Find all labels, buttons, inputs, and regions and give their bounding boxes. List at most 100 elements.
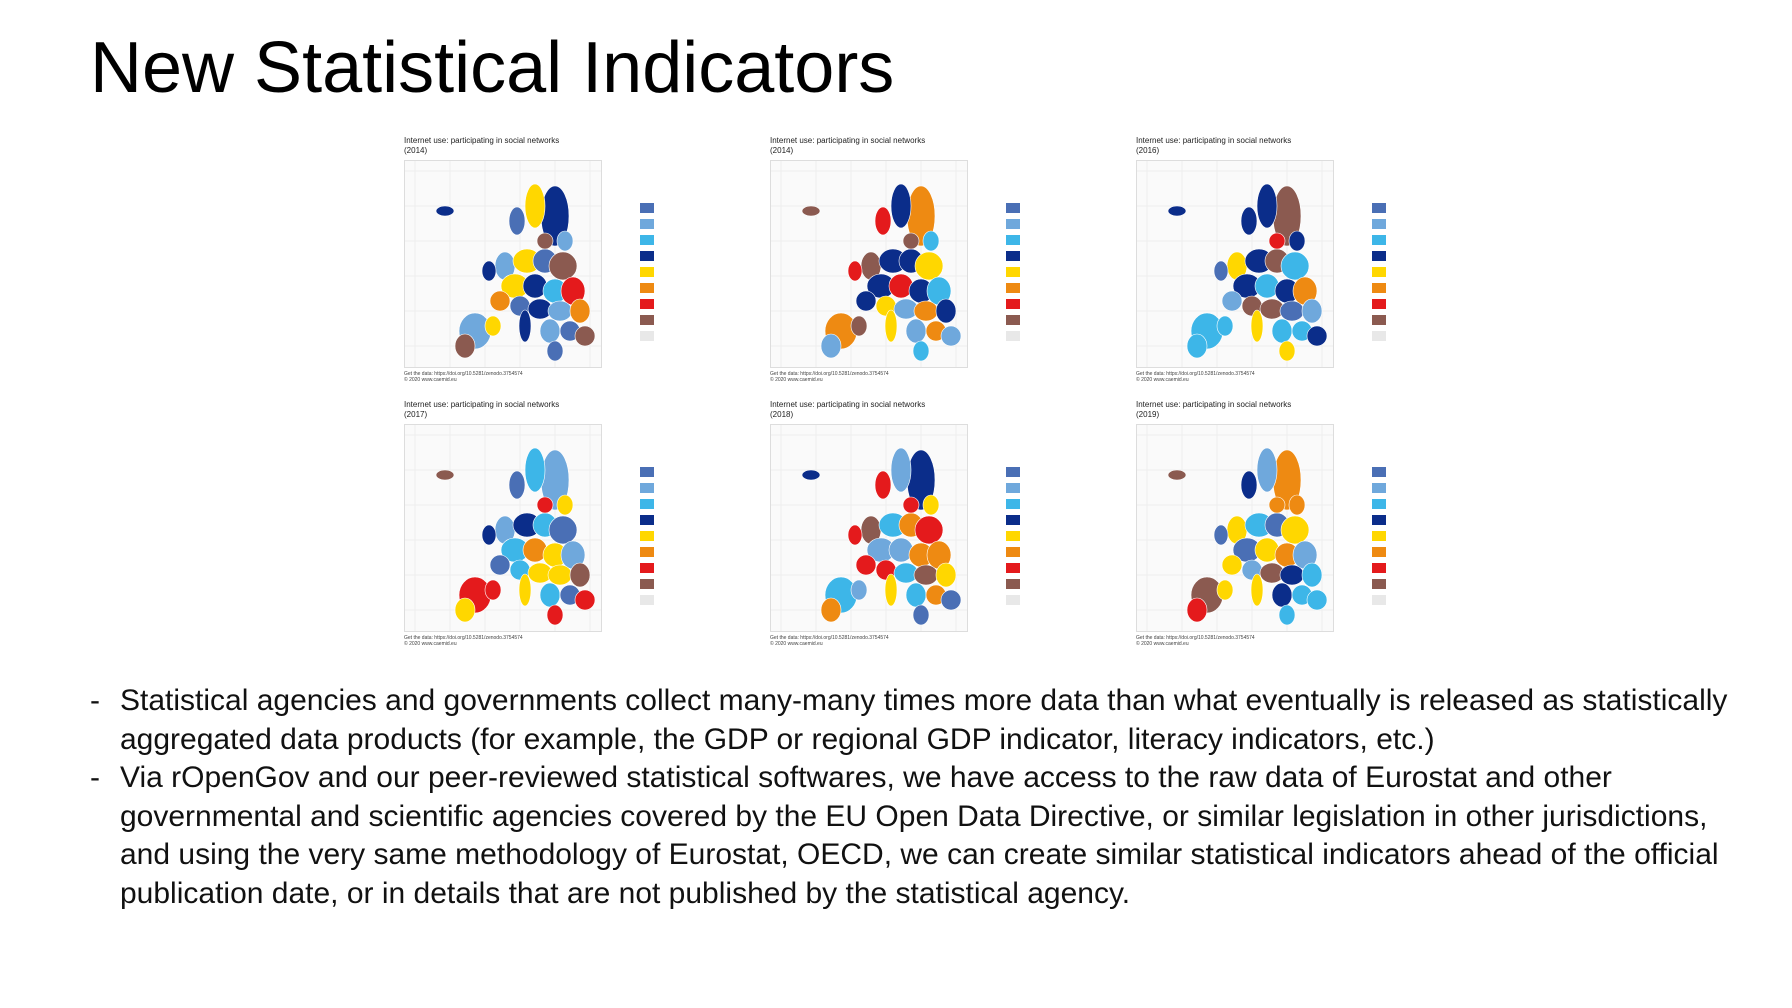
legend-item (1372, 560, 1432, 576)
legend-item (1372, 312, 1432, 328)
legend-swatch (640, 267, 654, 277)
europe-map (404, 424, 602, 632)
legend-swatch (1372, 299, 1386, 309)
map-region (1279, 564, 1305, 586)
map-panel-2: Internet use: participating in social ne… (766, 130, 1106, 390)
legend-swatch (640, 563, 654, 573)
legend-item (640, 312, 700, 328)
map-panel-5: Internet use: participating in social ne… (766, 394, 1106, 654)
legend-swatch (1372, 235, 1386, 245)
legend-swatch (1006, 483, 1020, 493)
map-region (536, 496, 554, 514)
legend-item (640, 560, 700, 576)
map-region (902, 496, 920, 514)
legend-swatch (1006, 531, 1020, 541)
map-region (546, 604, 564, 626)
legend-swatch (1372, 515, 1386, 525)
map-region (1250, 573, 1264, 607)
map-region (574, 325, 596, 347)
map-region (1271, 318, 1293, 344)
legend-item (1006, 592, 1066, 608)
legend-item (640, 576, 700, 592)
map-title: Internet use: participating in social ne… (404, 400, 560, 419)
map-region (1280, 251, 1310, 281)
map-region (1306, 589, 1328, 611)
map-region (820, 333, 842, 359)
map-region (556, 494, 574, 516)
map-region (913, 564, 939, 586)
legend-item (1006, 560, 1066, 576)
map-region (1256, 447, 1278, 493)
map-region (548, 515, 578, 545)
legend-item (1006, 280, 1066, 296)
legend-item (1006, 312, 1066, 328)
legend-item (640, 328, 700, 344)
map-region (890, 447, 912, 493)
map-panel-6: Internet use: participating in social ne… (1132, 394, 1472, 654)
legend-swatch (1006, 331, 1020, 341)
map-region (484, 579, 502, 601)
legend-swatch (1372, 251, 1386, 261)
legend-swatch (1372, 547, 1386, 557)
legend-swatch (640, 235, 654, 245)
bullet-list: - Statistical agencies and governments c… (90, 682, 1730, 913)
map-region (1221, 290, 1243, 312)
map-region (890, 183, 912, 229)
map-region (454, 597, 476, 623)
map-legend (1006, 200, 1066, 344)
legend-item (640, 296, 700, 312)
legend-swatch (640, 219, 654, 229)
map-region (536, 232, 554, 250)
legend-item (1006, 232, 1066, 248)
legend-swatch (640, 315, 654, 325)
map-region (820, 597, 842, 623)
map-region (454, 333, 476, 359)
map-region (912, 604, 930, 626)
map-svg (1137, 425, 1333, 631)
legend-swatch (1372, 483, 1386, 493)
legend-swatch (1006, 467, 1020, 477)
legend-swatch (640, 283, 654, 293)
map-region (489, 554, 511, 576)
legend-item (1372, 592, 1432, 608)
legend-item (1372, 264, 1432, 280)
legend-item (1006, 216, 1066, 232)
legend-swatch (1372, 595, 1386, 605)
map-region (569, 298, 591, 324)
map-region (1301, 562, 1323, 588)
legend-swatch (1006, 563, 1020, 573)
map-region (1306, 325, 1328, 347)
legend-item (1372, 296, 1432, 312)
legend-item (1006, 264, 1066, 280)
map-region (481, 260, 497, 282)
legend-item (1006, 328, 1066, 344)
map-region (1280, 515, 1310, 545)
map-region (1240, 206, 1258, 236)
map-region (489, 290, 511, 312)
legend-item (640, 464, 700, 480)
map-region (481, 524, 497, 546)
map-region (524, 183, 546, 229)
slide-title: New Statistical Indicators (90, 28, 895, 108)
bullet-dash: - (90, 684, 100, 717)
map-region (574, 589, 596, 611)
map-source: Get the data: https://doi.org/10.5281/ze… (1136, 371, 1255, 383)
map-region (922, 494, 940, 516)
legend-swatch (1006, 283, 1020, 293)
legend-item (640, 280, 700, 296)
legend-swatch (1372, 331, 1386, 341)
map-panel-4: Internet use: participating in social ne… (400, 394, 740, 654)
map-region (1250, 309, 1264, 343)
legend-item (640, 200, 700, 216)
map-region (874, 470, 892, 500)
map-legend (640, 200, 700, 344)
map-region (905, 318, 927, 344)
map-region (1301, 298, 1323, 324)
map-region (1240, 470, 1258, 500)
legend-swatch (640, 499, 654, 509)
legend-item (1006, 296, 1066, 312)
legend-swatch (1372, 283, 1386, 293)
map-region (508, 470, 526, 500)
legend-item (640, 512, 700, 528)
map-region (1216, 579, 1234, 601)
